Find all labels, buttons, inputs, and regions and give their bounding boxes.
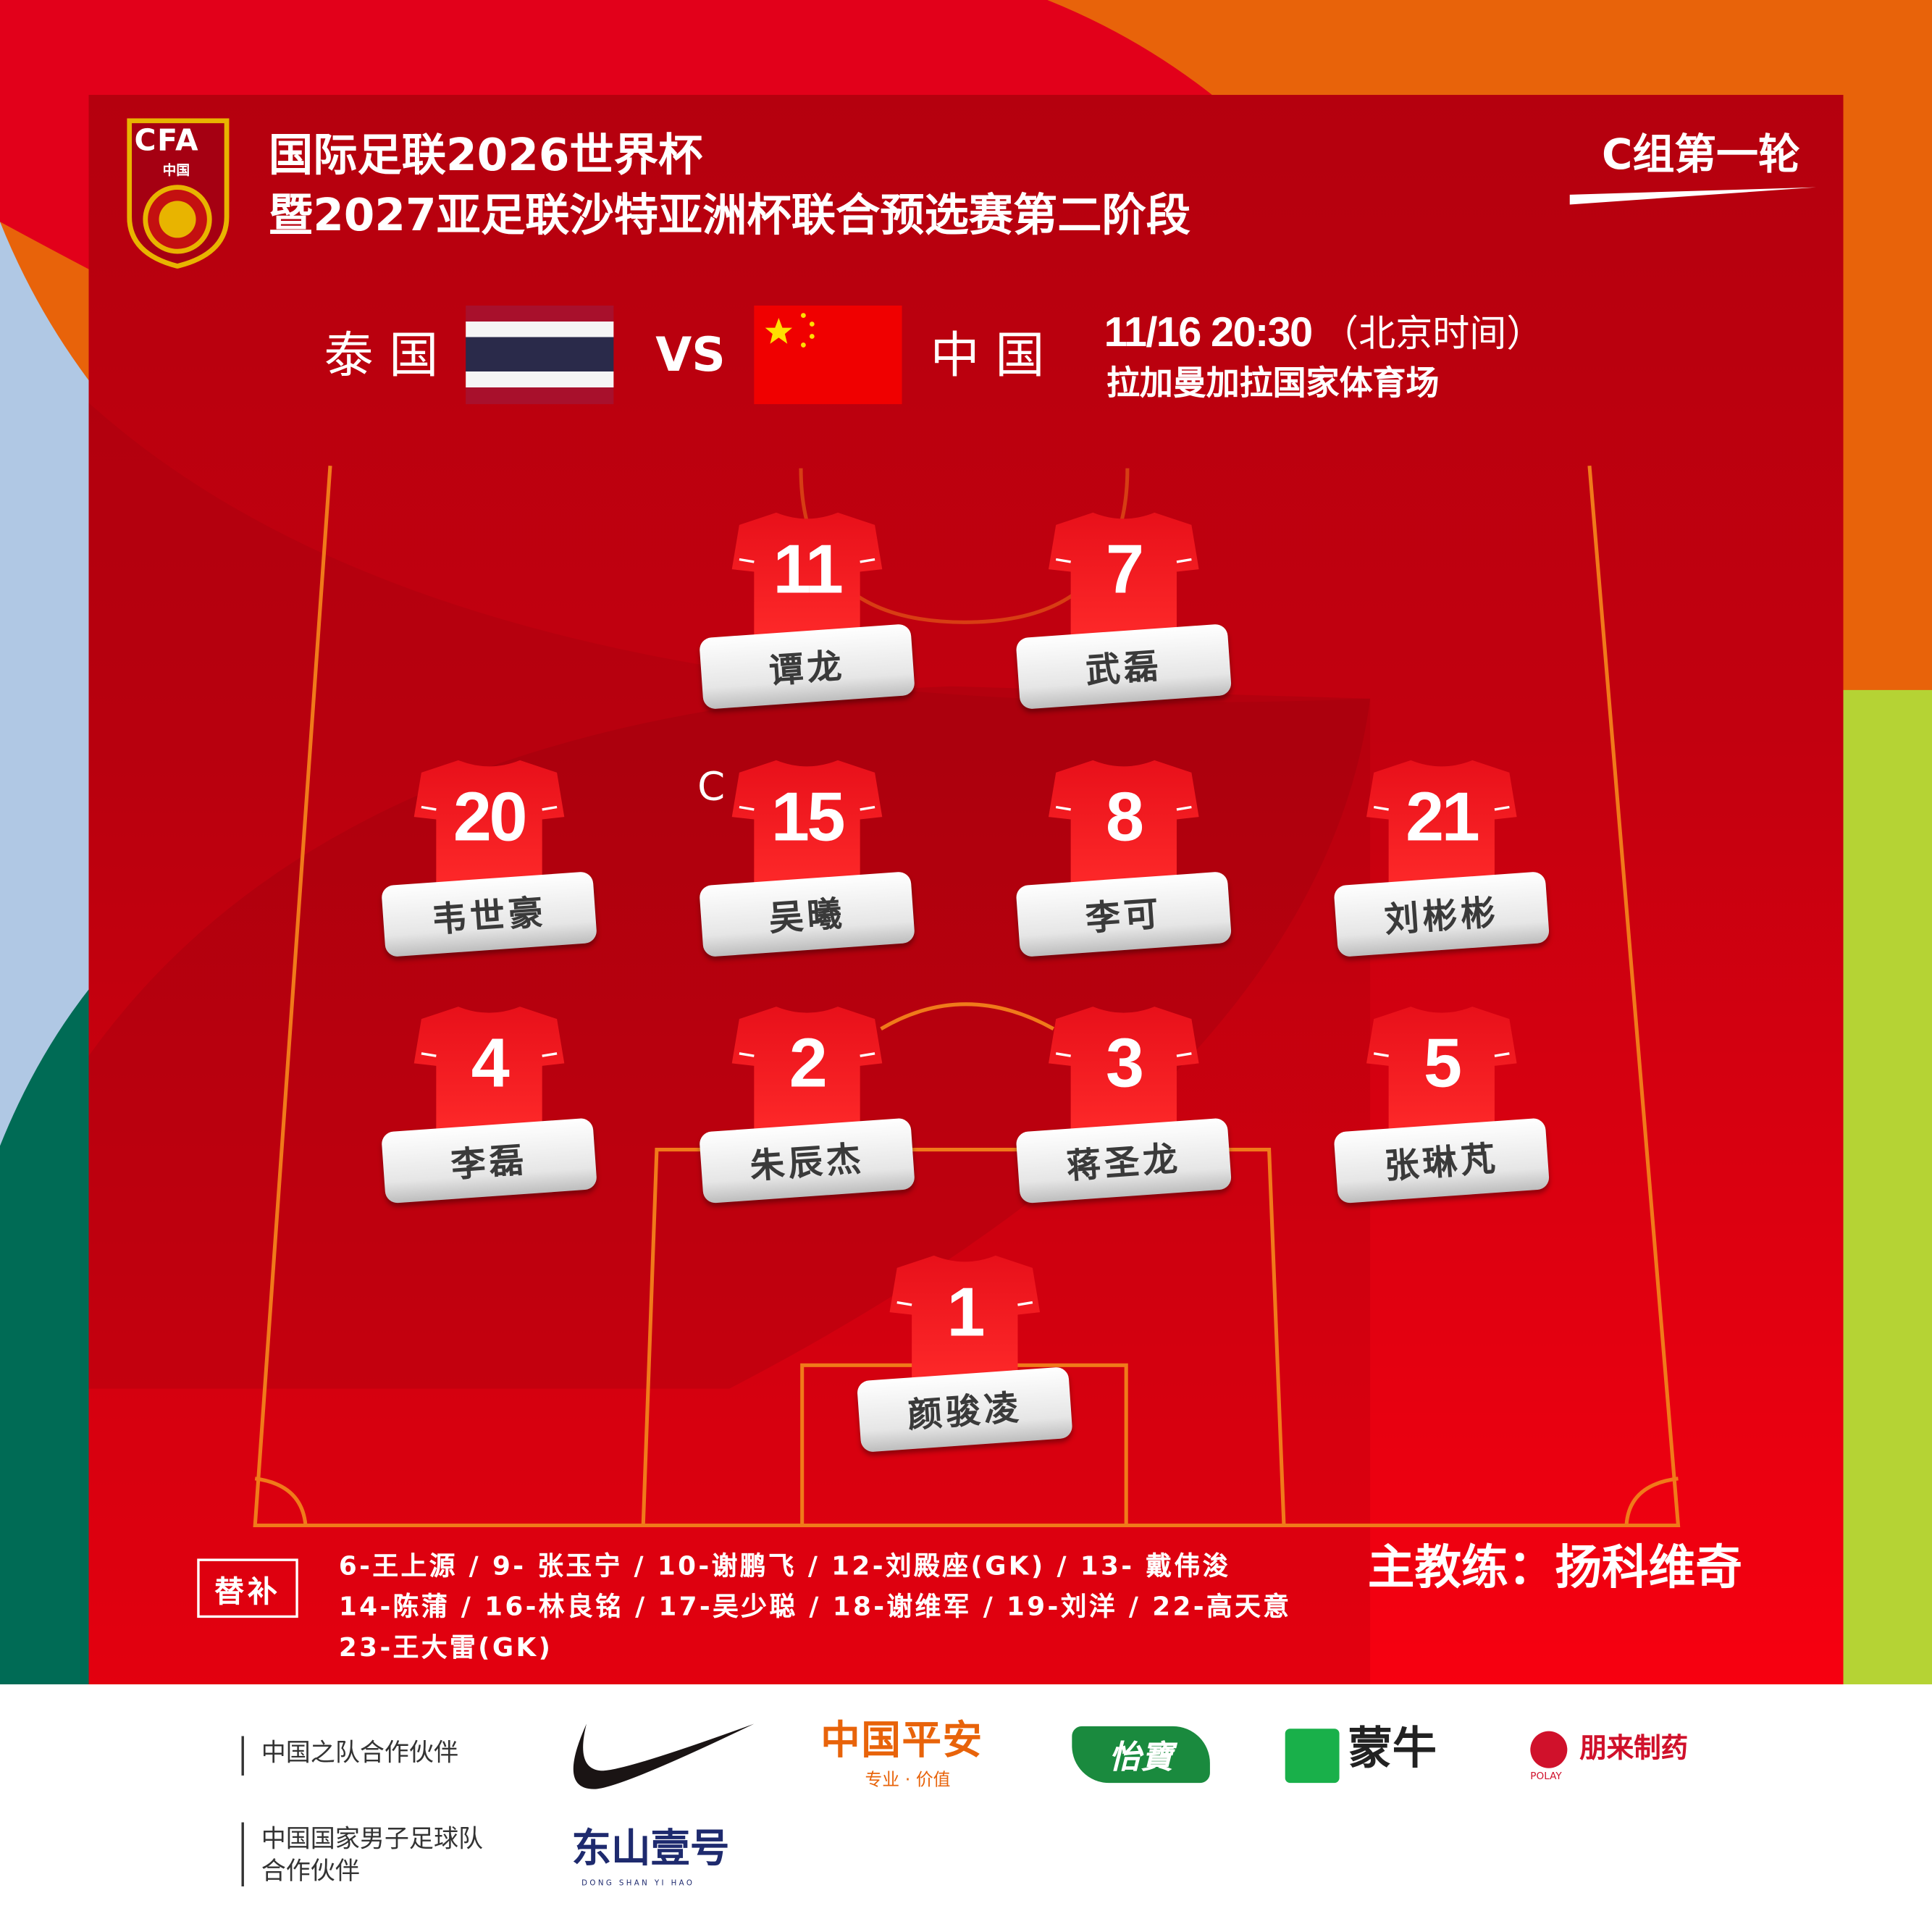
- player-name-plate: 张琳芃: [1333, 1117, 1550, 1204]
- round-label: C组第一轮: [1601, 130, 1800, 180]
- jersey-number: 5: [1423, 1023, 1462, 1102]
- title-line1: 国际足联2026世界杯: [268, 130, 703, 182]
- substitutes-line: 23-王大雷(GK): [338, 1632, 553, 1663]
- round-underline: [1569, 187, 1817, 205]
- jersey-number: 11: [773, 529, 844, 608]
- venue: 拉加曼加拉国家体育场: [1106, 364, 1440, 403]
- player-name-plate: 谭龙: [699, 623, 915, 710]
- player-jersey: 4: [411, 1001, 566, 1140]
- head-coach: 主教练：扬科维奇: [1367, 1540, 1742, 1595]
- player-jersey: 11: [729, 508, 884, 646]
- jersey-number: 1: [946, 1272, 985, 1351]
- player-jersey: 8: [1046, 755, 1201, 894]
- partner-group-label: 中国国家男子足球队 合作伙伴: [241, 1822, 483, 1887]
- vs-label: VS: [655, 327, 726, 382]
- thailand-flag: [466, 305, 614, 405]
- polay-logo: 朋来制药: [1579, 1734, 1689, 1765]
- player-name-plate: 刘彬彬: [1333, 871, 1550, 957]
- player-name-plate: 蒋圣龙: [1015, 1117, 1232, 1204]
- captain-mark: C: [697, 763, 726, 810]
- china-flag: [754, 305, 902, 405]
- pingan-logo: 中国平安: [820, 1716, 983, 1763]
- partners-bar: 中国之队合作伙伴 中国国家男子足球队 合作伙伴 中国平安 专业 · 价值 怡寶 …: [0, 1684, 1932, 1932]
- jersey-number: 20: [453, 777, 528, 855]
- mengniu-logo: 蒙牛: [1348, 1723, 1437, 1775]
- player-jersey: 3: [1046, 1001, 1201, 1140]
- player-name-plate: 武磊: [1015, 623, 1232, 710]
- player-name-plate: 李可: [1015, 871, 1232, 957]
- player-name-plate: 朱辰杰: [699, 1117, 915, 1204]
- nike-logo: [573, 1723, 755, 1789]
- home-team: 泰 国: [324, 327, 439, 385]
- player-name-plate: 韦世豪: [381, 871, 597, 957]
- jersey-number: 4: [471, 1023, 510, 1102]
- jersey-number: 7: [1105, 529, 1144, 608]
- player-name-plate: 颜骏凌: [856, 1366, 1073, 1453]
- polay-sub: POLAY: [1530, 1771, 1562, 1782]
- timezone: （北京时间）: [1322, 313, 1544, 356]
- logo-subtext: 中国: [162, 162, 190, 179]
- logo-text: CFA: [134, 123, 200, 158]
- jersey-number: 21: [1406, 777, 1480, 855]
- partner-group-label: 中国之队合作伙伴: [241, 1736, 458, 1776]
- title-line2: 暨2027亚足联沙特亚洲杯联合预选赛第二阶段: [268, 190, 1191, 242]
- dongshan-logo: 东山壹号: [571, 1824, 730, 1872]
- player-jersey: 2: [729, 1001, 884, 1140]
- player-jersey: 20: [411, 755, 566, 894]
- player-jersey: 21: [1364, 755, 1519, 894]
- jersey-number: 15: [770, 777, 846, 855]
- dongshan-sub: DONG SHAN YI HAO: [581, 1878, 695, 1888]
- player-jersey: 7: [1046, 508, 1201, 646]
- mengniu-icon: [1285, 1729, 1340, 1784]
- player-name-plate: 李磊: [381, 1117, 597, 1204]
- substitutes-line: 14-陈蒲 / 16-林良铭 / 17-吴少聪 / 18-谢维军 / 19-刘洋…: [338, 1592, 1292, 1622]
- jersey-number: 8: [1105, 777, 1144, 855]
- yibao-logo: 怡寶: [1072, 1726, 1210, 1784]
- player-jersey: 15: [729, 755, 884, 894]
- partner-group-label-line: 合作伙伴: [261, 1855, 360, 1886]
- jersey-number: 2: [789, 1023, 828, 1102]
- player-jersey: 1: [887, 1251, 1042, 1389]
- pingan-slogan: 专业 · 价值: [865, 1771, 951, 1791]
- match-time-row: 11/16 20:30 （北京时间）: [1104, 306, 1544, 362]
- substitutes-line: 6-王上源 / 9- 张玉宁 / 10-谢鹏飞 / 12-刘殿座(GK) / 1…: [338, 1551, 1231, 1582]
- player-jersey: 5: [1364, 1001, 1519, 1140]
- partner-group-label-line: 中国国家男子足球队: [261, 1823, 483, 1854]
- polay-icon: [1530, 1731, 1568, 1768]
- away-team: 中 国: [930, 327, 1045, 385]
- substitutes-label: 替补: [197, 1558, 298, 1618]
- jersey-number: 3: [1105, 1023, 1144, 1102]
- match-datetime: 11/16 20:30: [1104, 309, 1314, 356]
- player-name-plate: 吴曦: [699, 871, 915, 957]
- cfa-logo: CFA 中国: [127, 118, 230, 269]
